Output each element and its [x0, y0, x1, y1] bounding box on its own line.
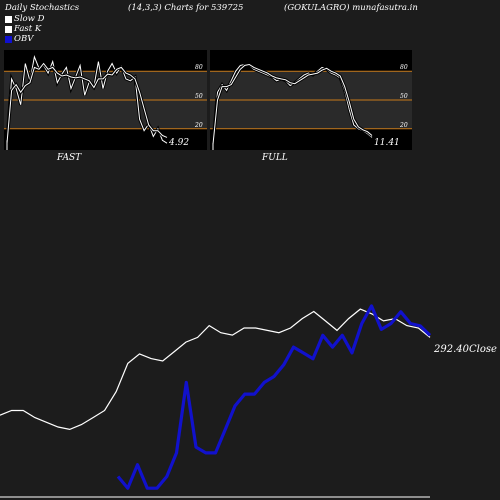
full-tick-label-50: 50	[400, 93, 408, 100]
chart-header-center: (14,3,3) Charts for 539725	[128, 3, 244, 13]
close-price-line	[0, 308, 431, 431]
fast-last-value-label: 4.92	[168, 138, 189, 148]
legend-swatch-obv	[5, 35, 12, 43]
legend-swatch-slow-d	[5, 15, 12, 23]
legend-label-fast-k: Fast K	[14, 24, 42, 34]
legend-swatch-fast-k	[5, 25, 12, 33]
legend: Slow D Fast K OBV	[5, 14, 44, 44]
fast-panel-label: FAST	[57, 153, 82, 163]
close-price-label: 292.40Close	[433, 344, 497, 355]
full-tick-label-20: 20	[399, 122, 408, 129]
fast-series-fast-k	[6, 55, 168, 144]
full-tick-label-80: 80	[400, 64, 408, 71]
fast-tick-label-20: 20	[194, 122, 203, 129]
legend-label-obv: OBV	[14, 34, 34, 44]
legend-item-slow-d: Slow D	[5, 14, 44, 24]
chart-header-right: (GOKULAGRO) munafasutra.in	[284, 3, 418, 13]
legend-item-obv: OBV	[5, 34, 44, 44]
obv-line	[116, 304, 432, 490]
full-last-value-label: 11.41	[374, 138, 400, 148]
full-panel-label: FULL	[262, 153, 288, 163]
chart-header-left: Daily Stochastics	[5, 3, 80, 13]
full-series-slow-d	[212, 63, 373, 145]
fast-tick-label-80: 80	[195, 64, 203, 71]
legend-label-slow-d: Slow D	[14, 14, 45, 24]
fast-series-slow-d	[6, 62, 168, 144]
legend-item-fast-k: Fast K	[5, 24, 44, 34]
fast-tick-label-50: 50	[195, 93, 203, 100]
